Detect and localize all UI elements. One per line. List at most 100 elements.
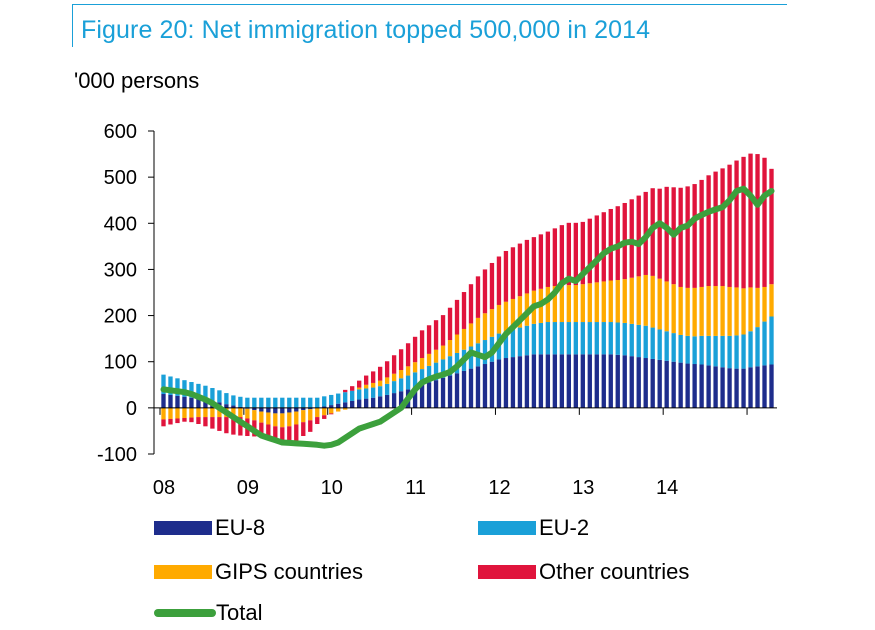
- bar-segment-3: [161, 407, 166, 420]
- bar-segment-1: [412, 387, 418, 408]
- bar-segment-2: [217, 390, 222, 403]
- bar-segment-1: [322, 406, 327, 408]
- bar-segment-4: [168, 418, 173, 425]
- axes: [148, 130, 777, 455]
- bar-segment-3: [482, 313, 488, 341]
- bar-segment-2: [426, 365, 432, 383]
- bar-segment-4: [196, 417, 201, 425]
- bar-segment-4: [231, 417, 236, 435]
- y-tick-label: 400: [104, 213, 137, 235]
- bar-segment-3: [755, 287, 760, 328]
- bar-segment-2: [405, 375, 411, 390]
- x-tick-label: 11: [405, 477, 426, 499]
- bar-segment-2: [370, 387, 376, 398]
- bar-segment-1: [741, 368, 746, 408]
- bar-segment-3: [412, 362, 418, 373]
- bar-segment-4: [412, 336, 418, 363]
- bar-segment-2: [587, 322, 592, 355]
- bar-segment-3: [419, 358, 425, 370]
- bar-segment-4: [377, 366, 383, 381]
- bar-segment-3: [196, 407, 201, 418]
- bar-segment-2: [238, 396, 243, 407]
- bar-segment-2: [322, 396, 327, 407]
- bar-segment-2: [273, 397, 278, 408]
- bar-segment-2: [755, 327, 760, 367]
- bar-segment-2: [762, 321, 767, 366]
- bar-segment-1: [713, 366, 718, 408]
- bar-segment-1: [650, 358, 655, 408]
- bar-segment-1: [643, 358, 648, 408]
- bar-segment-1: [301, 407, 306, 411]
- bar-segment-4: [727, 164, 732, 287]
- bar-segment-1: [433, 380, 439, 408]
- bar-segment-3: [398, 370, 404, 379]
- bar-segment-1: [629, 356, 634, 408]
- bar-segment-4: [748, 153, 753, 288]
- bar-segment-1: [692, 364, 697, 408]
- bar-segment-3: [573, 285, 578, 323]
- x-tick-label: 13: [572, 477, 594, 499]
- bar-segment-4: [454, 299, 460, 335]
- bar-segment-2: [671, 333, 676, 362]
- bar-segment-3: [657, 278, 662, 330]
- bar-segment-2: [287, 397, 292, 408]
- bar-segment-3: [440, 345, 446, 360]
- bar-segment-3: [189, 407, 194, 418]
- bar-segment-2: [398, 378, 404, 392]
- bar-segment-1: [657, 359, 662, 408]
- bar-segment-2: [161, 374, 166, 395]
- bar-segment-3: [168, 407, 173, 419]
- bar-segment-2: [336, 393, 341, 404]
- x-axis-tick-labels: 08 09 10 11 12 13 14: [153, 477, 678, 499]
- legend-swatch-other: [478, 565, 536, 579]
- bar-segment-3: [734, 287, 739, 336]
- bar-segment-1: [601, 354, 606, 408]
- bar-segment-4: [419, 330, 425, 359]
- bar-segment-2: [727, 335, 732, 369]
- bar-segment-3: [552, 286, 558, 323]
- y-tick-label: -100: [97, 444, 137, 466]
- bar-segment-4: [594, 215, 599, 283]
- bar-segment-2: [552, 322, 558, 355]
- bar-segment-4: [769, 168, 774, 285]
- bar-segment-1: [273, 407, 278, 414]
- bar-segment-1: [608, 354, 613, 408]
- bar-segment-1: [706, 365, 711, 408]
- bar-segment-3: [433, 349, 439, 363]
- bar-segment-3: [566, 285, 572, 323]
- bar-segment-1: [559, 354, 565, 408]
- bar-segment-2: [294, 397, 299, 408]
- bar-segment-2: [433, 362, 439, 381]
- legend-label-other: Other countries: [539, 559, 690, 584]
- bar-segment-1: [685, 363, 690, 408]
- bar-segment-1: [510, 357, 516, 408]
- bar-segment-1: [363, 398, 369, 408]
- bar-segment-1: [594, 354, 599, 408]
- bar-segment-2: [482, 340, 488, 365]
- bar-segment-4: [294, 424, 299, 441]
- total-line: [160, 185, 775, 449]
- bar-segment-1: [294, 407, 299, 412]
- bar-segment-4: [426, 325, 432, 354]
- bar-segment-3: [741, 288, 746, 335]
- bar-segment-1: [259, 407, 264, 412]
- bar-segment-3: [384, 377, 390, 384]
- bar-segment-4: [713, 171, 718, 287]
- bar-segment-4: [685, 186, 690, 288]
- bar-segment-3: [454, 334, 460, 353]
- bar-segment-4: [217, 417, 222, 431]
- legend-item-eu8: EU-8: [154, 515, 265, 541]
- bar-segment-2: [259, 397, 264, 408]
- bar-segment-4: [692, 184, 697, 288]
- x-tick-label: 09: [237, 477, 259, 499]
- bar-segment-2: [650, 327, 655, 359]
- bar-segment-2: [440, 359, 446, 378]
- bar-segment-4: [517, 243, 523, 297]
- bar-segment-4: [280, 427, 285, 444]
- bar-segment-3: [545, 286, 551, 323]
- bar-segment-4: [273, 426, 278, 442]
- bar-segment-2: [580, 322, 585, 355]
- bar-segment-2: [769, 316, 774, 365]
- bar-segment-1: [755, 366, 760, 408]
- bar-segment-1: [531, 354, 537, 408]
